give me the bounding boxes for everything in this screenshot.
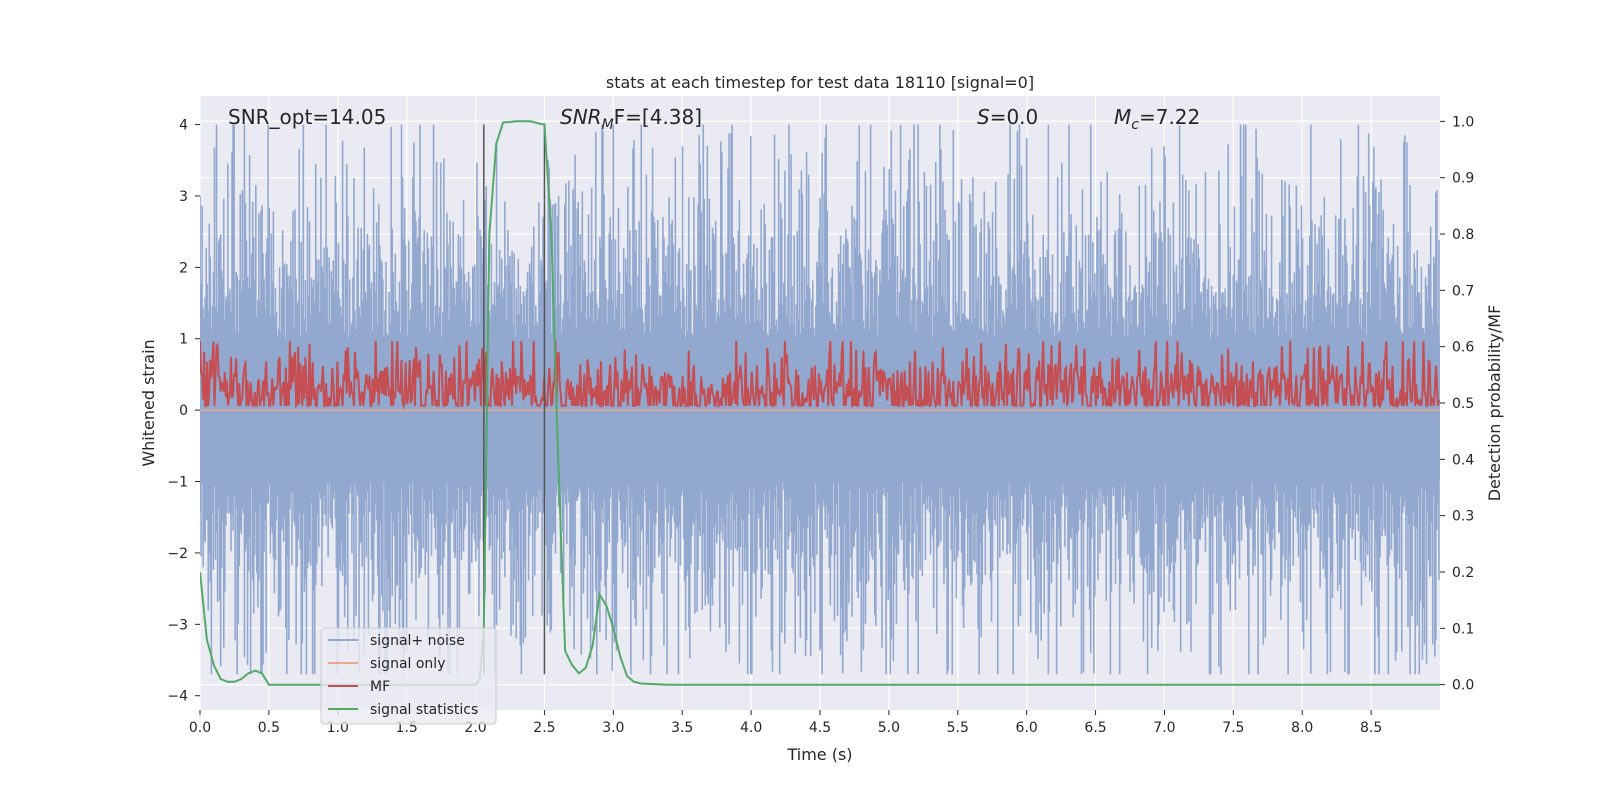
y-axis-label: Whitened strain [139,339,158,466]
y2-axis-label: Detection probability/MF [1485,305,1504,502]
annotation-mc: Mc=7.22 [1114,105,1200,133]
x-tick-label: 5.0 [878,720,900,736]
x-axis-ticks: 0.0 0.5 1.0 1.5 2.0 2.5 3.0 3.5 4.0 4.5 5.0 5.5 6.0 6… [189,710,1382,736]
x-tick-label: 6.5 [1084,720,1106,736]
annotation-s-name: S [977,105,990,129]
legend: signal+ noise signal only MF signal stat… [320,627,497,725]
x-tick-label: 2.5 [533,720,555,736]
annotation-snr-mf-name: SNR [560,105,602,129]
annotation-mc-rest: =7.22 [1139,105,1200,129]
y2-tick-label: 0.1 [1452,621,1474,637]
x-tick-label: 8.5 [1360,720,1382,736]
y2-axis-ticks: 1.0 0.9 0.8 0.7 0.6 0.5 0.4 0.3 0.2 0.1 0.0 [1440,114,1474,694]
y2-tick-label: 0.5 [1452,396,1474,412]
chart-title: stats at each timestep for test data 181… [606,73,1034,92]
y-tick-label: 0 [179,403,188,419]
x-tick-label: 4.5 [809,720,831,736]
signal-statistics-line [200,120,1440,686]
annotation-s: S=0.0 [977,105,1038,129]
y2-tick-label: 0.8 [1452,227,1474,243]
legend-label-signal-only: signal only [370,656,445,672]
annotation-mc-name: M [1114,105,1131,129]
legend-label-mf: MF [370,679,390,695]
x-tick-label: 6.0 [1016,720,1038,736]
y-tick-label: −4 [167,689,188,705]
y-tick-label: 1 [179,332,188,348]
y2-tick-label: 0.3 [1452,509,1474,525]
x-tick-label: 3.0 [602,720,624,736]
x-tick-label: 7.5 [1222,720,1244,736]
y2-tick-label: 0.4 [1452,452,1474,468]
x-tick-label: 7.0 [1153,720,1175,736]
mf-series [200,340,1440,410]
annotation-snr-mf-rest: F=[4.38] [614,105,702,129]
x-tick-label: 8.0 [1291,720,1313,736]
y2-tick-label: 0.0 [1452,678,1474,694]
x-tick-label: 5.5 [947,720,969,736]
signal-statistics-series [200,120,1440,686]
mf-line [200,340,1440,410]
x-tick-label: 0.5 [258,720,280,736]
y-tick-label: −2 [167,546,188,562]
annotation-snr-mf-sub: M [602,117,614,133]
y-tick-label: 2 [179,260,188,276]
y-tick-label: −1 [167,475,188,491]
legend-label-signal-statistics: signal statistics [370,702,478,718]
y-tick-label: 4 [179,118,188,134]
legend-label-signal-noise: signal+ noise [370,633,465,649]
annotation-s-rest: =0.0 [990,105,1039,129]
annotation-snr-opt: SNR_opt=14.05 [228,105,386,129]
x-axis-label: Time (s) [786,745,852,764]
annotation-snr-mf: SNRMF=[4.38] [560,105,702,133]
x-tick-label: 0.0 [189,720,211,736]
annotation-mc-sub: c [1131,117,1139,133]
y-tick-label: −3 [167,617,188,633]
x-tick-label: 4.0 [740,720,762,736]
y2-tick-label: 0.7 [1452,283,1474,299]
y2-tick-label: 0.2 [1452,565,1474,581]
y2-tick-label: 0.6 [1452,340,1474,356]
y2-tick-label: 1.0 [1452,114,1474,130]
x-tick-label: 3.5 [671,720,693,736]
y2-tick-label: 0.9 [1452,171,1474,187]
legend-box [320,627,497,725]
y-tick-label: 3 [179,189,188,205]
y-axis-ticks: 4 3 2 1 0 −1 −2 −3 −4 [167,118,200,705]
